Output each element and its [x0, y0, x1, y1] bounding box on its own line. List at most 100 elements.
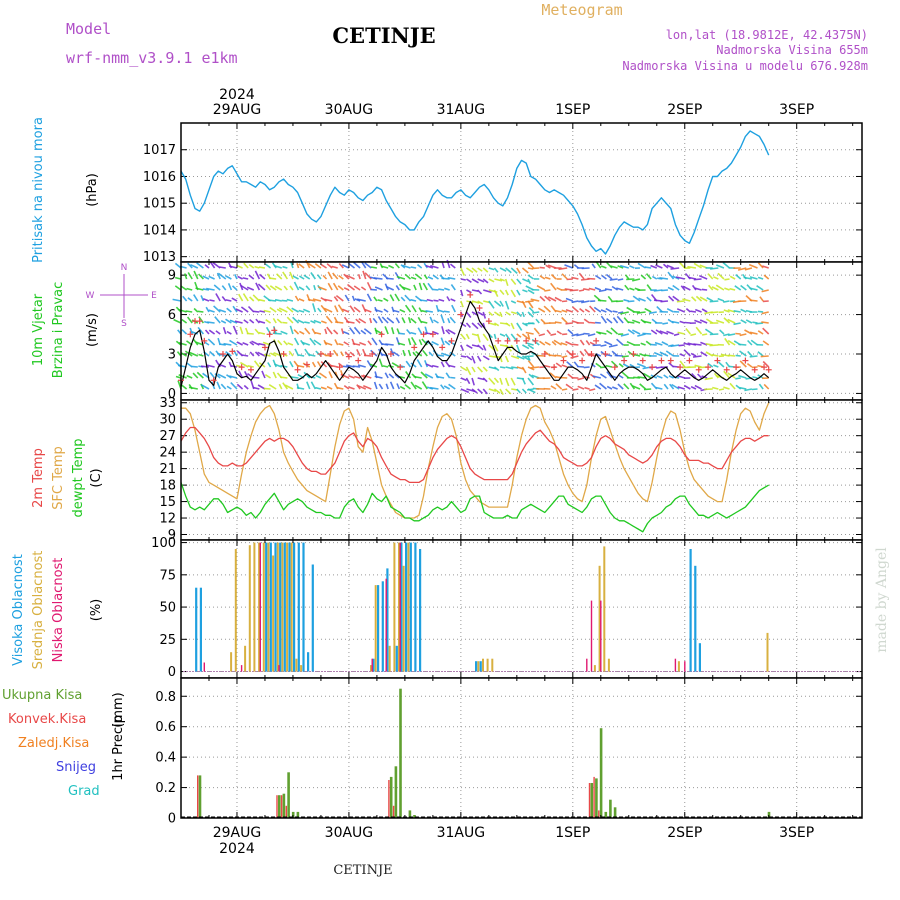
wind-arrow [632, 295, 641, 302]
cloud-bar [398, 542, 400, 672]
wind-arrow [763, 383, 770, 390]
wind-arrow [289, 361, 294, 368]
wind-panel: 0 3 6 9 [168, 259, 863, 402]
wind-arrow [374, 286, 383, 291]
wind-arrow [683, 342, 691, 346]
wind-arrow [694, 364, 702, 368]
wind-arrow [684, 321, 691, 324]
cloud-bar [482, 658, 484, 672]
wind-arrow [578, 272, 585, 280]
wind-arrow [351, 295, 356, 302]
wind-arrow [363, 385, 372, 390]
wind-arrow [307, 298, 316, 302]
wind-arrow [627, 300, 635, 303]
wind-arrow [229, 339, 238, 346]
wind-arrow [550, 333, 557, 336]
wind-arrow [571, 306, 579, 313]
wind-arrow [677, 331, 685, 335]
wind-arrow [234, 320, 243, 324]
wind-arrow [671, 383, 680, 390]
wind-arrow [445, 372, 451, 379]
wind-arrow [433, 319, 439, 324]
wind-arrow [240, 284, 249, 291]
wind-arrow [410, 331, 417, 335]
wind-arrow [175, 340, 182, 346]
cloud-panel: 0 25 50 75 100 [151, 536, 863, 680]
wind-arrow [555, 362, 563, 368]
wind-arrow [235, 308, 243, 313]
wind-arrow [335, 294, 344, 302]
wind-arrow [607, 295, 613, 302]
wind-arrow [488, 300, 495, 309]
wind-arrow [242, 293, 249, 302]
wind-arrow [670, 267, 680, 270]
wind-arrow [659, 277, 669, 280]
wind-arrow [333, 329, 339, 335]
wind-arrow [296, 263, 300, 269]
wind-arrow [366, 293, 373, 302]
wind-arrow [642, 320, 652, 324]
wind-arrow [427, 282, 434, 291]
wind-arrow [209, 350, 216, 357]
cloud-bar [259, 542, 261, 672]
pressure-ytick-label: 1013 [143, 250, 176, 265]
wind-arrow [205, 306, 210, 313]
wind-arrow [357, 298, 366, 302]
wind-arrow [504, 377, 510, 387]
wind-arrow [577, 385, 585, 390]
wind-arrow [246, 332, 254, 335]
wind-arrow [301, 341, 310, 346]
wind-arrow [282, 271, 289, 280]
wind-arrow [600, 315, 608, 324]
wind-arrow [701, 333, 708, 336]
precip-ytick-label: 0.4 [155, 751, 176, 766]
wind-arrow [611, 285, 619, 291]
wind-arrow [196, 371, 204, 379]
wind-arrow [373, 296, 378, 302]
wind-arrow [258, 298, 266, 302]
wind-arrow [655, 264, 663, 269]
wind-arrow [577, 377, 585, 381]
wind-arrow [236, 264, 243, 269]
wind-arrow [679, 353, 686, 357]
wind-arrow [407, 338, 412, 346]
wind-arrow [740, 319, 747, 324]
wind-arrow [477, 377, 485, 381]
precip-legend-item: Snijeg [56, 760, 96, 775]
wind-arrow [381, 316, 389, 324]
wind-arrow [550, 305, 557, 313]
wind-arrow [220, 319, 227, 324]
wind-arrow [661, 341, 669, 346]
wind-ytick-label: 9 [168, 269, 176, 284]
wind-arrow [202, 298, 210, 302]
wind-ytick-label: 6 [168, 308, 176, 323]
wind-arrow [482, 344, 487, 351]
temperature-ytick-label: 15 [159, 495, 176, 510]
wind-arrow [422, 282, 428, 291]
wind-arrow [471, 366, 476, 373]
wind-arrow [290, 261, 294, 269]
wind-arrow [441, 262, 445, 269]
wind-arrow [174, 262, 182, 269]
cloud-bar [698, 643, 701, 672]
wind-arrow [669, 383, 675, 390]
cloud-bar [370, 665, 372, 672]
wind-arrow [560, 342, 568, 346]
date-tick-top: 1SEP [555, 102, 590, 118]
wind-arrow [539, 295, 546, 302]
wind-arrow [655, 386, 663, 390]
precip-conv-bar [276, 795, 278, 818]
wind-arrow [540, 318, 546, 324]
wind-arrow [659, 330, 669, 335]
wind-arrow [443, 385, 451, 390]
wind-arrow [672, 284, 680, 291]
wind-arrow [327, 271, 333, 280]
cloud-bar [307, 652, 310, 672]
wind-arrow [384, 326, 389, 335]
wind-arrow [208, 329, 216, 335]
wind-arrow [253, 360, 260, 368]
wind-arrow [389, 294, 395, 302]
date-tick-top: 2SEP [667, 102, 702, 118]
precip-conv-bar [285, 805, 287, 818]
wind-arrow [693, 278, 702, 281]
